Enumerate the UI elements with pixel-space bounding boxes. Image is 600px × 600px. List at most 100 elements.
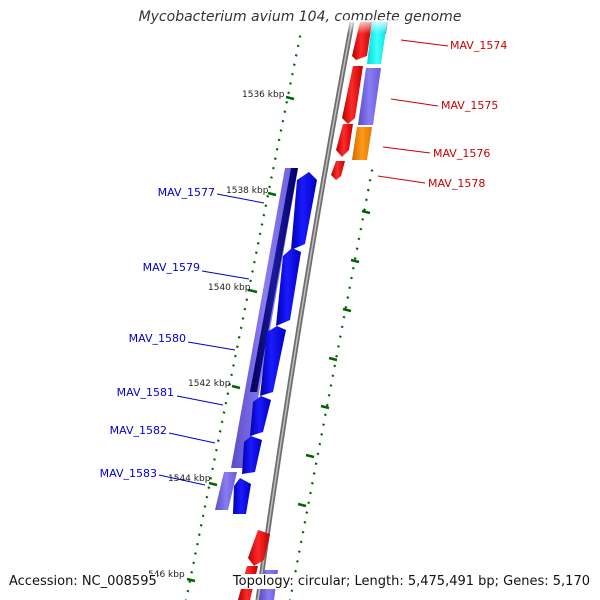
minor-tick [266, 194, 270, 198]
minor-tick [333, 364, 337, 368]
minor-tick [186, 589, 190, 593]
major-tick [328, 356, 338, 362]
gene-mav-1576-orange[interactable] [352, 127, 372, 160]
minor-tick [277, 138, 281, 142]
major-tick [231, 384, 241, 390]
minor-tick [323, 413, 327, 417]
position-1538: 1538 kbp [226, 186, 269, 196]
accession-text: Accession: NC_008595 [9, 574, 157, 589]
minor-tick [353, 257, 357, 260]
minor-tick [366, 188, 370, 192]
minor-tick [363, 208, 366, 211]
gene-label-mav-1582[interactable]: MAV_1582 [110, 424, 167, 437]
gene-mav-1575-red-arrow[interactable] [342, 66, 363, 124]
minor-tick [249, 279, 253, 283]
minor-tick [214, 448, 218, 452]
minor-tick [199, 523, 203, 527]
minor-tick [264, 204, 268, 208]
gene-label-mav-1577[interactable]: MAV_1577 [158, 186, 215, 199]
position-1544: 1544 kbp [168, 474, 211, 484]
gene-mav-1575-purple[interactable] [358, 68, 381, 125]
minor-tick [245, 298, 249, 302]
minor-tick [271, 166, 275, 170]
gene-track-right [331, 20, 400, 180]
gene-label-mav-1581[interactable]: MAV_1581 [117, 386, 174, 399]
genome-summary-text: Topology: circular; Length: 5,475,491 bp… [232, 574, 590, 589]
minor-tick [260, 223, 264, 226]
backbone-highlight [257, 21, 353, 600]
minor-tick [222, 411, 226, 414]
minor-tick [195, 542, 199, 546]
position-1542: 1542 kbp [188, 379, 231, 389]
minor-tick [188, 580, 192, 584]
minor-tick [298, 35, 302, 38]
minor-tick [211, 467, 215, 471]
gene-label-mav-1574[interactable]: MAV_1574 [450, 39, 507, 52]
minor-tick [309, 491, 312, 495]
gene-label-mav-1576[interactable]: MAV_1576 [433, 147, 490, 160]
major-tick [320, 404, 330, 410]
minor-tick [213, 458, 216, 461]
minor-tick [337, 345, 340, 348]
gene-mav-1581-arrow[interactable] [250, 396, 271, 436]
minor-tick [368, 178, 372, 182]
minor-tick [220, 420, 224, 424]
minor-tick [299, 540, 303, 544]
gene-mav-1583-purple[interactable] [215, 472, 237, 510]
minor-tick [241, 317, 245, 320]
gene-mav-1580-arrow[interactable] [260, 326, 286, 396]
gene-navy-bar[interactable] [250, 168, 298, 392]
minor-tick [327, 393, 331, 397]
minor-tick [320, 432, 324, 436]
minor-tick [331, 374, 335, 378]
gene-mav-1579-arrow[interactable] [276, 248, 301, 326]
gene-mav-1577-arrow[interactable] [291, 172, 317, 250]
gene-label-mav-1575[interactable]: MAV_1575 [441, 99, 498, 112]
minor-tick [216, 439, 220, 443]
minor-tick [355, 247, 359, 251]
minor-tick [329, 384, 333, 387]
minor-tick [235, 345, 239, 349]
major-tick [285, 95, 295, 101]
gene-label-mav-1583[interactable]: MAV_1583 [100, 467, 157, 480]
position-1540: 1540 kbp [208, 283, 251, 293]
leader-lines-left [158, 193, 265, 486]
minor-tick [287, 91, 291, 95]
minor-tick [190, 570, 194, 574]
minor-tick [290, 72, 294, 76]
minor-tick [370, 169, 374, 172]
minor-tick [258, 232, 262, 236]
minor-tick [342, 315, 346, 319]
gene-mav-1582-arrow[interactable] [242, 436, 262, 474]
minor-tick [237, 335, 241, 339]
minor-tick [307, 501, 311, 505]
gene-label-mav-1579[interactable]: MAV_1579 [143, 261, 200, 274]
minor-tick [233, 354, 237, 358]
gene-label-mav-1578[interactable]: MAV_1578 [428, 177, 485, 190]
gene-label-mav-1580[interactable]: MAV_1580 [129, 332, 186, 345]
minor-tick [270, 176, 273, 179]
major-tick [350, 258, 360, 264]
gene-labels-right: MAV_1574 MAV_1575 MAV_1576 MAV_1578 [428, 39, 507, 190]
minor-tick [285, 100, 289, 104]
gene-mav-1576-red-arrow[interactable] [336, 124, 353, 157]
minor-tick [218, 429, 222, 433]
minor-tick [228, 382, 232, 386]
minor-tick [310, 481, 314, 485]
minor-tick [197, 533, 201, 537]
minor-tick [232, 364, 235, 367]
gene-bottom-red-1[interactable] [248, 530, 270, 566]
minor-tick [268, 185, 272, 189]
minor-tick [361, 217, 365, 221]
minor-tick [239, 326, 243, 330]
minor-tick [224, 401, 228, 405]
minor-tick [290, 589, 294, 593]
minor-tick [252, 260, 256, 264]
gene-mav-1578-red-arrow[interactable] [331, 161, 345, 180]
gene-mav-1583-arrow[interactable] [233, 478, 251, 514]
minor-tick [226, 392, 230, 396]
minor-tick [325, 403, 329, 407]
gene-track-left [215, 168, 317, 514]
minor-tick [314, 462, 318, 466]
minor-tick [273, 157, 277, 161]
